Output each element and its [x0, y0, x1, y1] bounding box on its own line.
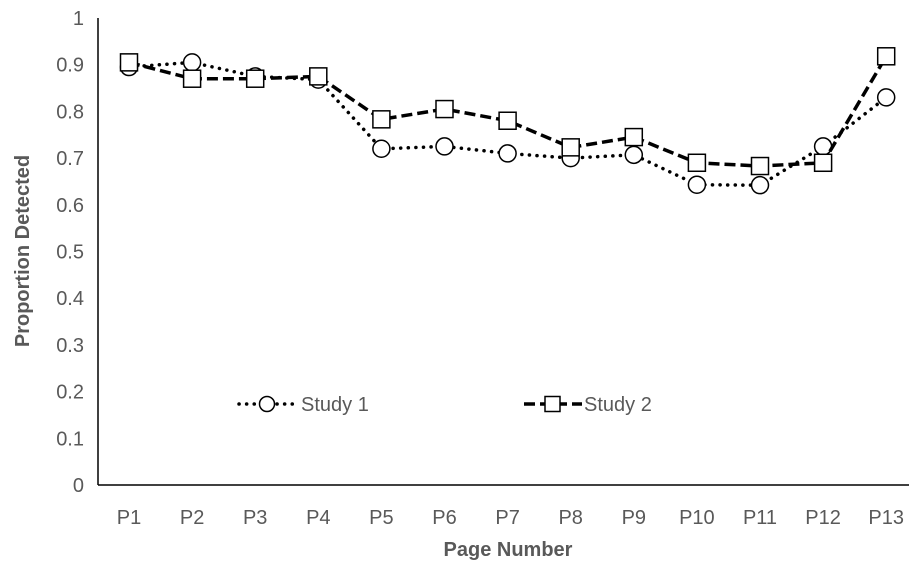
y-tick-label: 0.2: [56, 382, 84, 404]
data-point-study-2: [372, 110, 391, 129]
y-tick-label: 0.4: [56, 288, 84, 310]
x-tick-label: P11: [743, 507, 777, 529]
legend-item-study-1: Study 1: [237, 394, 369, 416]
data-point-study-1: [687, 175, 707, 194]
x-tick-label: P1: [117, 507, 141, 529]
data-point-study-2: [624, 127, 644, 147]
legend-marker-study-2: [544, 395, 561, 413]
data-point-study-2: [245, 69, 265, 88]
data-point-study-1: [750, 175, 770, 195]
data-point-study-1: [876, 88, 896, 107]
x-tick-label: P7: [495, 507, 519, 529]
y-tick-label: 0.1: [56, 428, 84, 450]
y-tick-label: 0.5: [56, 242, 84, 264]
data-point-study-1: [813, 137, 833, 156]
x-tick-label: P2: [180, 507, 204, 529]
data-point-study-2: [561, 138, 580, 157]
data-point-study-2: [119, 53, 139, 72]
data-point-study-1: [372, 139, 391, 159]
data-point-study-2: [750, 156, 770, 176]
y-axis-title: Proportion Detected: [12, 155, 34, 347]
y-tick-label: 0.3: [56, 335, 84, 357]
legend-label-study-1: Study 1: [301, 394, 369, 416]
data-point-study-2: [876, 47, 896, 66]
data-point-study-1: [435, 137, 454, 156]
data-point-study-2: [182, 69, 202, 88]
x-axis-title: Page Number: [444, 539, 573, 561]
data-point-study-2: [435, 99, 454, 119]
x-tick-label: P8: [558, 507, 582, 529]
x-tick-label: P6: [432, 507, 456, 529]
series-study-2: [119, 47, 896, 176]
y-tick-label: 1: [73, 8, 84, 30]
data-point-study-1: [498, 144, 517, 163]
series-layer: [119, 47, 896, 195]
x-tick-label: P4: [306, 507, 330, 529]
y-tick-labels: 0 0.1 0.2 0.3 0.4 0.5 0.6 0.7 0.8 0.9 1: [56, 8, 84, 497]
data-point-study-2: [687, 153, 707, 173]
y-tick-label: 0: [73, 475, 84, 497]
x-tick-label: P10: [679, 507, 715, 529]
x-tick-label: P5: [369, 507, 393, 529]
y-tick-label: 0.6: [56, 195, 84, 217]
legend-label-study-2: Study 2: [584, 394, 652, 416]
x-tick-label: P13: [868, 507, 904, 529]
data-point-study-2: [498, 111, 517, 130]
legend: Study 1 Study 2: [237, 394, 652, 416]
x-tick-label: P12: [805, 507, 841, 529]
data-point-study-2: [813, 153, 833, 173]
legend-marker-study-1: [258, 395, 276, 413]
legend-item-study-2: Study 2: [524, 394, 652, 416]
x-tick-label: P9: [622, 507, 646, 529]
y-tick-label: 0.7: [56, 148, 84, 170]
y-tick-label: 0.8: [56, 101, 84, 123]
y-tick-label: 0.9: [56, 55, 84, 77]
data-point-study-2: [309, 67, 328, 86]
x-tick-labels: P1 P2 P3 P4 P5 P6 P7 P8 P9 P10 P11 P12 P13: [117, 507, 904, 529]
data-point-study-1: [182, 53, 202, 72]
x-tick-label: P3: [243, 507, 267, 529]
data-point-study-1: [624, 145, 644, 165]
